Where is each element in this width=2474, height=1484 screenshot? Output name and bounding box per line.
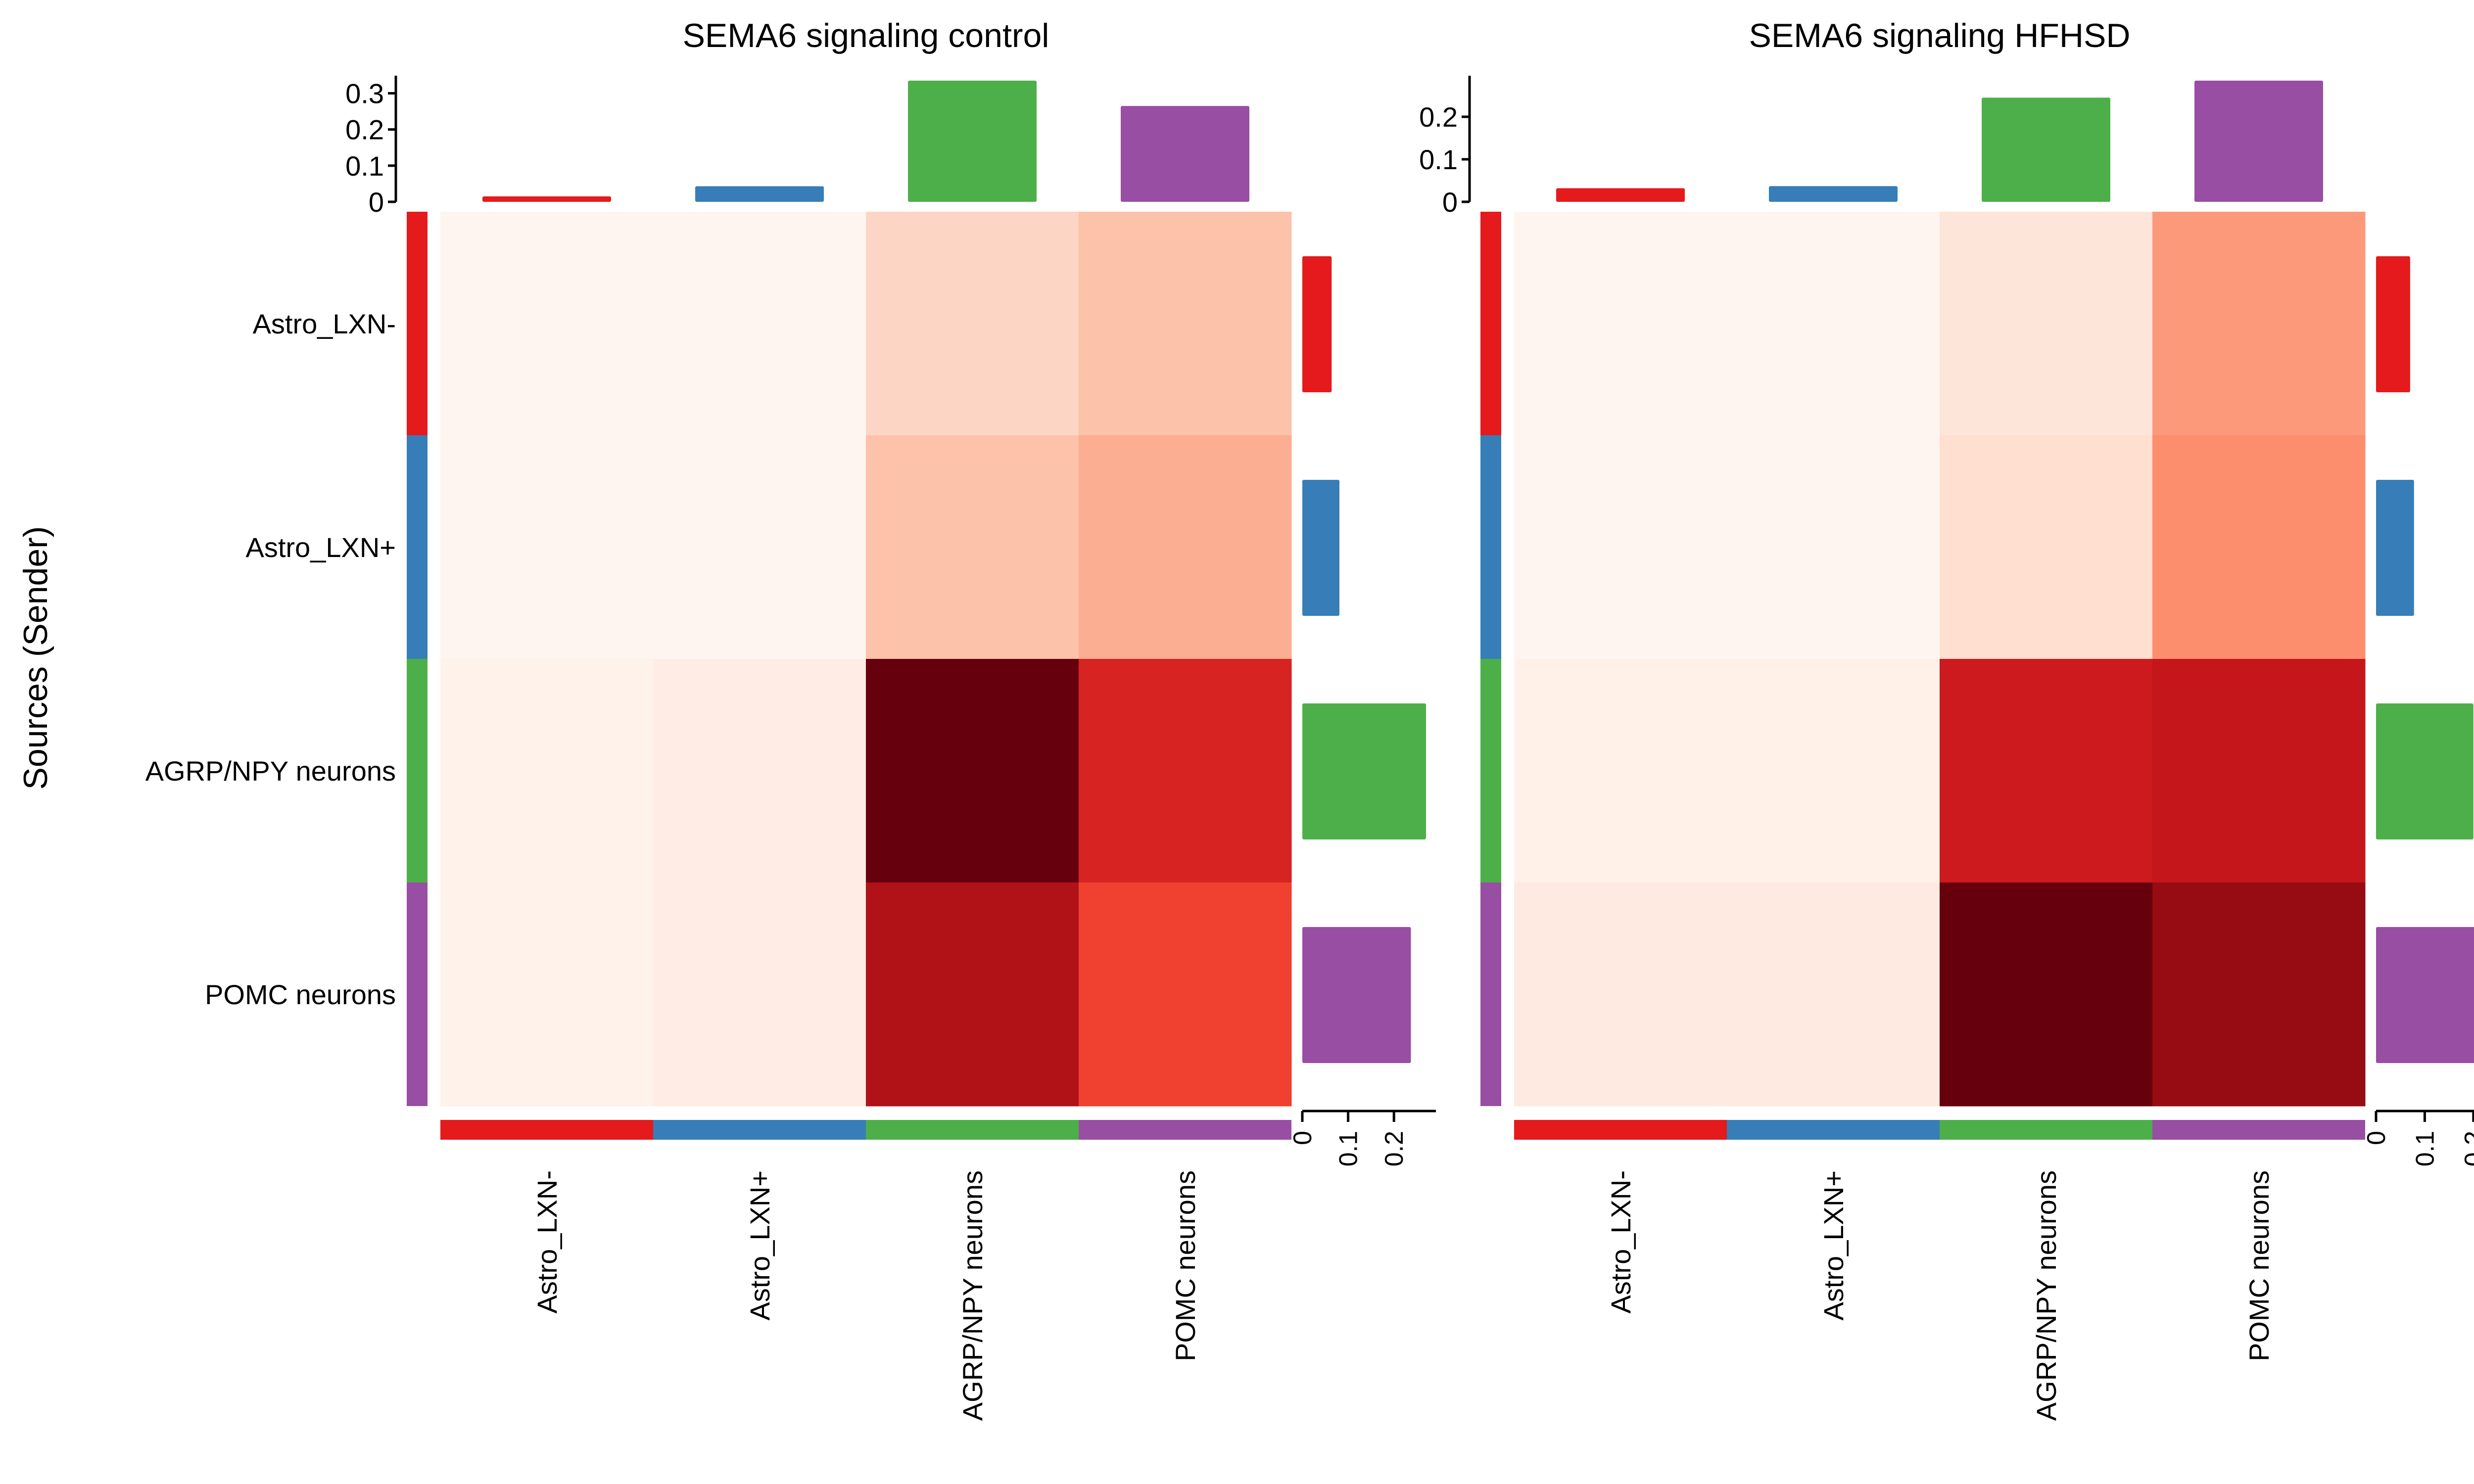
heatmap-cell [440, 659, 654, 883]
row-annotation-astro-lxn [1480, 212, 1501, 435]
y-axis-label: Sources (Sender) [17, 526, 54, 790]
row-annotation-agrp-npy-neurons [407, 659, 428, 882]
right-bar-pomc-neurons [2376, 927, 2474, 1063]
heatmap-cell [1514, 212, 1727, 436]
row-label: Astro_LXN+ [246, 532, 396, 563]
row-annotation-pomc-neurons [407, 882, 428, 1106]
row-annotation-astro-lxn [407, 435, 428, 659]
heatmap-cell [653, 212, 866, 436]
heatmap-cell [1940, 882, 2153, 1107]
row-annotation-pomc-neurons [1480, 882, 1501, 1106]
row-annotation-astro-lxn [407, 212, 428, 435]
top-bar-pomc-neurons [2194, 81, 2323, 202]
right-axis-tick-label: 0.2 [2460, 1131, 2474, 1166]
heatmap-cell [440, 212, 654, 436]
top-axis-tick-label: 0.2 [345, 114, 384, 145]
heatmap-cell [866, 212, 1079, 436]
col-annotation-pomc-neurons [1079, 1120, 1291, 1140]
right-bar-astro-lxn [2376, 256, 2410, 392]
right-bar-astro-lxn [2376, 480, 2414, 616]
top-axis-tick-label: 0 [369, 186, 384, 218]
right-bar-astro-lxn [1302, 256, 1332, 392]
heatmap-cell [1079, 659, 1292, 883]
heatmap-cell [1727, 659, 1940, 883]
heatmap-cell [866, 659, 1079, 883]
top-axis-tick-label: 0.1 [345, 150, 384, 182]
heatmap-panels: SEMA6 signaling control Astro_LXN- Astro_L… [145, 17, 2474, 1421]
heatmap-cell [440, 882, 654, 1107]
heatmap-cell [653, 435, 866, 659]
col-annotation-agrp-npy-neurons [866, 1120, 1079, 1140]
row-annotation-astro-lxn [1480, 435, 1501, 659]
col-label: POMC neurons [2243, 1170, 2275, 1361]
heatmap-panel-hfhsd: SEMA6 signaling HFHSD Astro_LXN- Astro_LXN… [1419, 17, 2474, 1421]
col-label: POMC neurons [1170, 1170, 1201, 1361]
col-annotation-astro-lxn [440, 1120, 653, 1140]
row-annotation-agrp-npy-neurons [1480, 659, 1501, 882]
top-axis-tick-label: 0 [1442, 186, 1458, 218]
col-label: Astro_LXN+ [1818, 1170, 1849, 1321]
top-bar-astro-lxn [695, 186, 824, 202]
heatmap-cell [2152, 435, 2366, 659]
top-bar-astro-lxn [1769, 186, 1898, 202]
heatmap-cell [1079, 882, 1292, 1107]
heatmap-cell [1727, 212, 1940, 436]
top-bar-agrp-npy-neurons [908, 81, 1037, 202]
right-bar-agrp-npy-neurons [1302, 703, 1426, 839]
right-bar-agrp-npy-neurons [2376, 703, 2474, 839]
heatmap-cell [2152, 659, 2366, 883]
heatmap-cell [1727, 882, 1940, 1107]
heatmap-cell [1940, 212, 2153, 436]
col-label: Astro_LXN+ [744, 1170, 775, 1321]
col-annotation-astro-lxn [653, 1120, 866, 1140]
heatmap-cell [866, 435, 1079, 659]
heatmap-cell [1940, 659, 2153, 883]
top-axis-tick-label: 0.3 [345, 78, 384, 109]
row-label: AGRP/NPY neurons [145, 755, 396, 787]
row-label: Astro_LXN- [253, 308, 396, 339]
right-bar-pomc-neurons [1302, 927, 1411, 1063]
panel-title: SEMA6 signaling control [683, 17, 1049, 54]
right-bar-astro-lxn [1302, 480, 1339, 616]
heatmap-cell [866, 882, 1079, 1107]
heatmap-cell [653, 659, 866, 883]
col-annotation-astro-lxn [1514, 1120, 1727, 1140]
right-axis-tick-label: 0.1 [2411, 1131, 2439, 1166]
heatmap-cell [1940, 435, 2153, 659]
top-bar-astro-lxn [1556, 188, 1685, 202]
heatmap-panel-control: SEMA6 signaling control Astro_LXN- Astro_L… [145, 17, 1436, 1421]
col-annotation-pomc-neurons [2152, 1120, 2365, 1140]
top-bar-pomc-neurons [1121, 106, 1249, 202]
col-annotation-astro-lxn [1727, 1120, 1940, 1140]
heatmap-cell [653, 882, 866, 1107]
row-label: POMC neurons [205, 979, 396, 1010]
heatmap-cell [2152, 212, 2366, 436]
col-label: Astro_LXN- [531, 1170, 563, 1313]
col-annotation-agrp-npy-neurons [1940, 1120, 2152, 1140]
heatmap-cell [1079, 212, 1292, 436]
right-axis-tick-label: 0 [1288, 1131, 1317, 1145]
heatmap-cell [1514, 435, 1727, 659]
right-axis-tick-label: 0.1 [1334, 1131, 1363, 1166]
top-bar-astro-lxn [482, 196, 611, 202]
top-bar-agrp-npy-neurons [1982, 97, 2110, 202]
heatmap-cell [1079, 435, 1292, 659]
col-label: Astro_LXN- [1605, 1170, 1636, 1313]
right-axis-tick-label: 0.2 [1380, 1131, 1409, 1166]
heatmap-cell [440, 435, 654, 659]
heatmap-cell [1514, 882, 1727, 1107]
col-label: AGRP/NPY neurons [2031, 1170, 2062, 1421]
panel-title: SEMA6 signaling HFHSD [1749, 17, 2131, 54]
top-axis-tick-label: 0.1 [1419, 144, 1458, 175]
heatmap-cell [2152, 882, 2366, 1107]
heatmap-cell [1727, 435, 1940, 659]
col-label: AGRP/NPY neurons [957, 1170, 988, 1421]
heatmap-cell [1514, 659, 1727, 883]
right-axis-tick-label: 0 [2362, 1131, 2391, 1145]
top-axis-tick-label: 0.2 [1419, 101, 1458, 133]
